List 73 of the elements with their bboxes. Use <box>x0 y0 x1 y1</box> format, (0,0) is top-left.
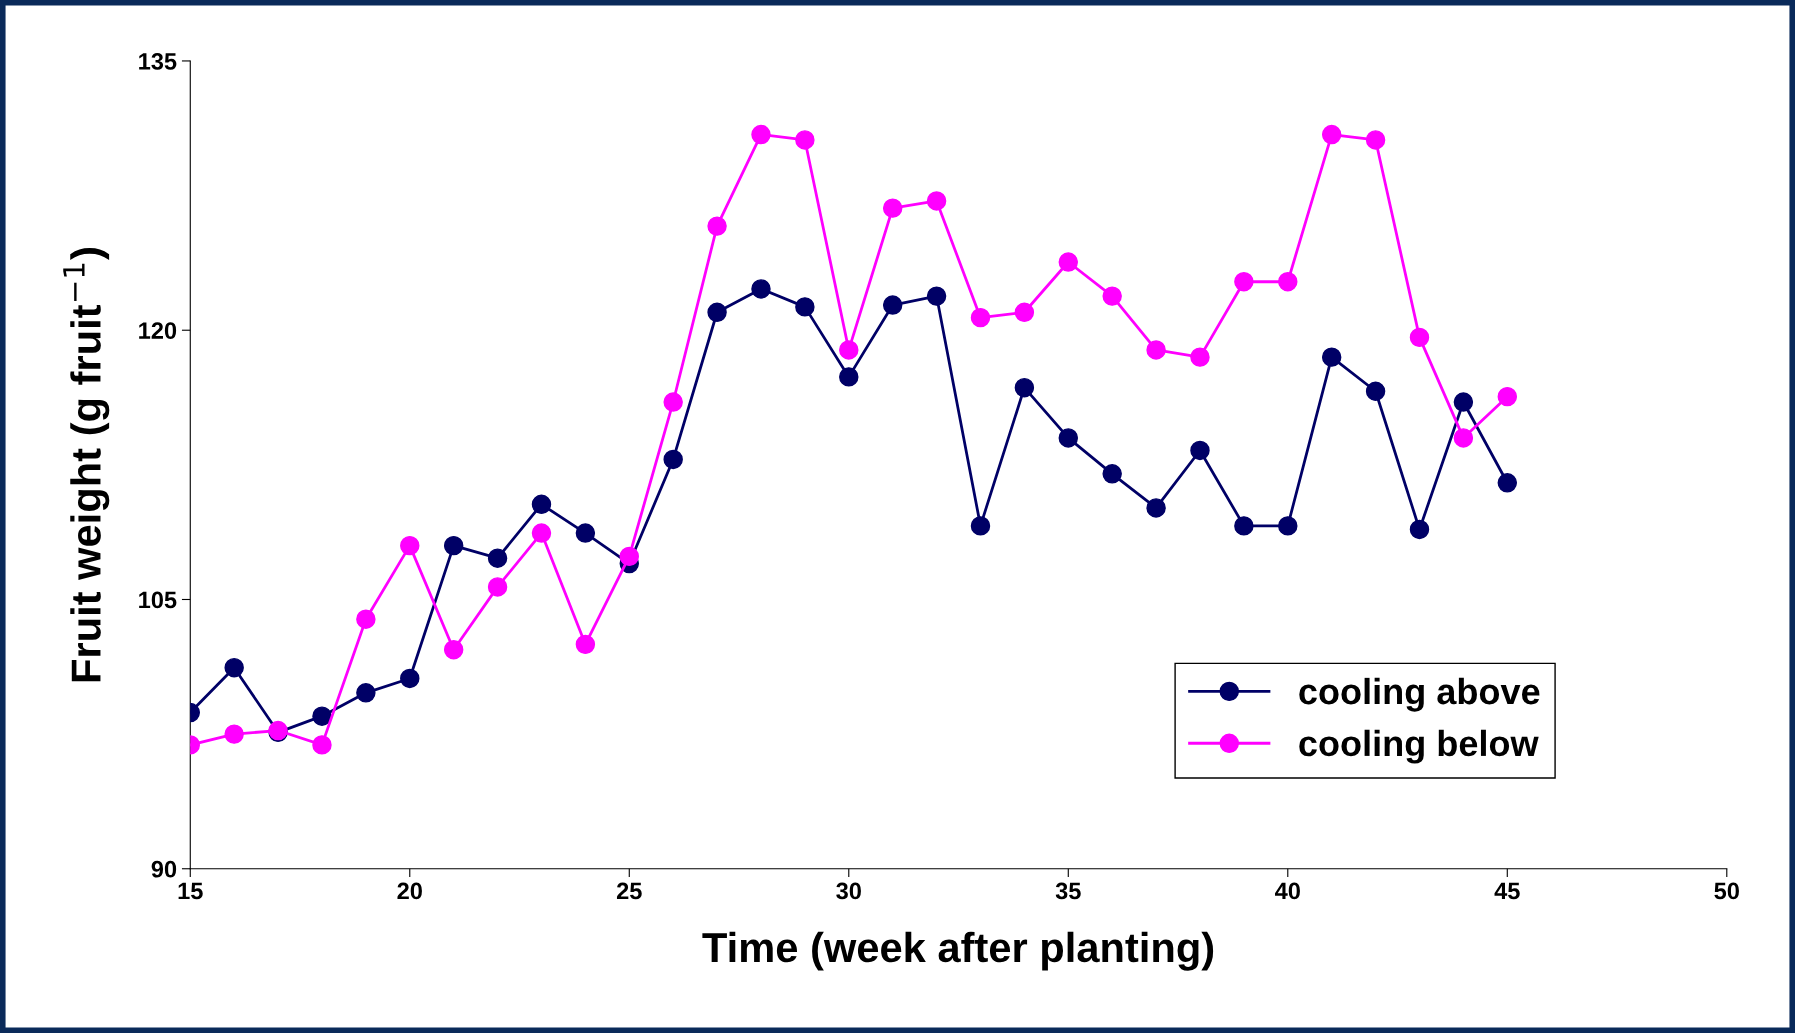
point <box>751 124 771 145</box>
point <box>751 279 771 299</box>
point <box>1409 519 1430 540</box>
x-tick-label: 15 <box>178 882 203 900</box>
x-tick-label: 40 <box>1275 882 1300 900</box>
point <box>839 367 859 387</box>
point <box>487 577 508 597</box>
y-tick-label: 105 <box>139 591 177 609</box>
point <box>926 191 947 211</box>
point <box>400 535 420 556</box>
point <box>839 340 859 360</box>
point <box>356 609 376 629</box>
x-tick-label: 30 <box>836 882 861 900</box>
point <box>1409 327 1430 348</box>
point <box>400 668 420 689</box>
point <box>1190 347 1210 367</box>
point <box>531 523 552 543</box>
point <box>1453 428 1474 448</box>
x-axis-title: Time (week after planting) <box>702 931 1214 971</box>
point <box>970 307 991 328</box>
point <box>795 130 815 150</box>
point <box>487 548 508 568</box>
point <box>707 216 727 236</box>
point <box>882 295 903 315</box>
point <box>312 706 332 726</box>
point <box>575 523 596 543</box>
x-tick-label: 35 <box>1055 882 1081 900</box>
point <box>1278 516 1298 536</box>
point <box>1102 286 1122 306</box>
point <box>1497 473 1518 493</box>
point <box>1014 377 1035 398</box>
point <box>224 657 244 678</box>
point <box>1321 124 1342 145</box>
point <box>1146 340 1166 360</box>
point <box>882 198 903 218</box>
point <box>1146 498 1166 518</box>
y-tick-label: 135 <box>139 53 177 70</box>
point <box>531 494 552 515</box>
point <box>1234 516 1254 536</box>
x-tick-label: 25 <box>616 882 642 900</box>
point <box>1453 392 1474 412</box>
point <box>1058 252 1079 272</box>
point <box>1234 272 1254 292</box>
point <box>970 516 991 536</box>
point <box>1278 272 1298 292</box>
point <box>795 297 815 317</box>
point <box>1365 130 1386 150</box>
legend-label: cooling above <box>1299 677 1540 712</box>
point <box>663 392 683 412</box>
point <box>1058 428 1079 448</box>
point <box>443 535 464 556</box>
point <box>1102 464 1122 484</box>
x-tick-label: 20 <box>397 882 422 900</box>
point <box>1190 440 1210 461</box>
point <box>356 683 376 703</box>
y-tick-label: 90 <box>151 860 177 878</box>
point <box>312 735 332 755</box>
point <box>1321 347 1342 367</box>
legend-label: cooling below <box>1299 729 1539 764</box>
point <box>707 302 727 322</box>
x-tick-label: 50 <box>1714 882 1739 900</box>
y-axis-title: Fruit weight (g fruit$^{−1}$) <box>63 248 110 682</box>
point <box>926 286 947 306</box>
x-tick-label: 45 <box>1494 882 1520 900</box>
point <box>1497 386 1518 407</box>
y-tick-label: 120 <box>139 322 177 339</box>
point <box>663 449 683 470</box>
point <box>619 546 639 567</box>
point <box>575 634 596 655</box>
point <box>1014 302 1035 322</box>
point <box>1365 381 1386 401</box>
point <box>224 724 244 744</box>
point <box>443 640 464 660</box>
